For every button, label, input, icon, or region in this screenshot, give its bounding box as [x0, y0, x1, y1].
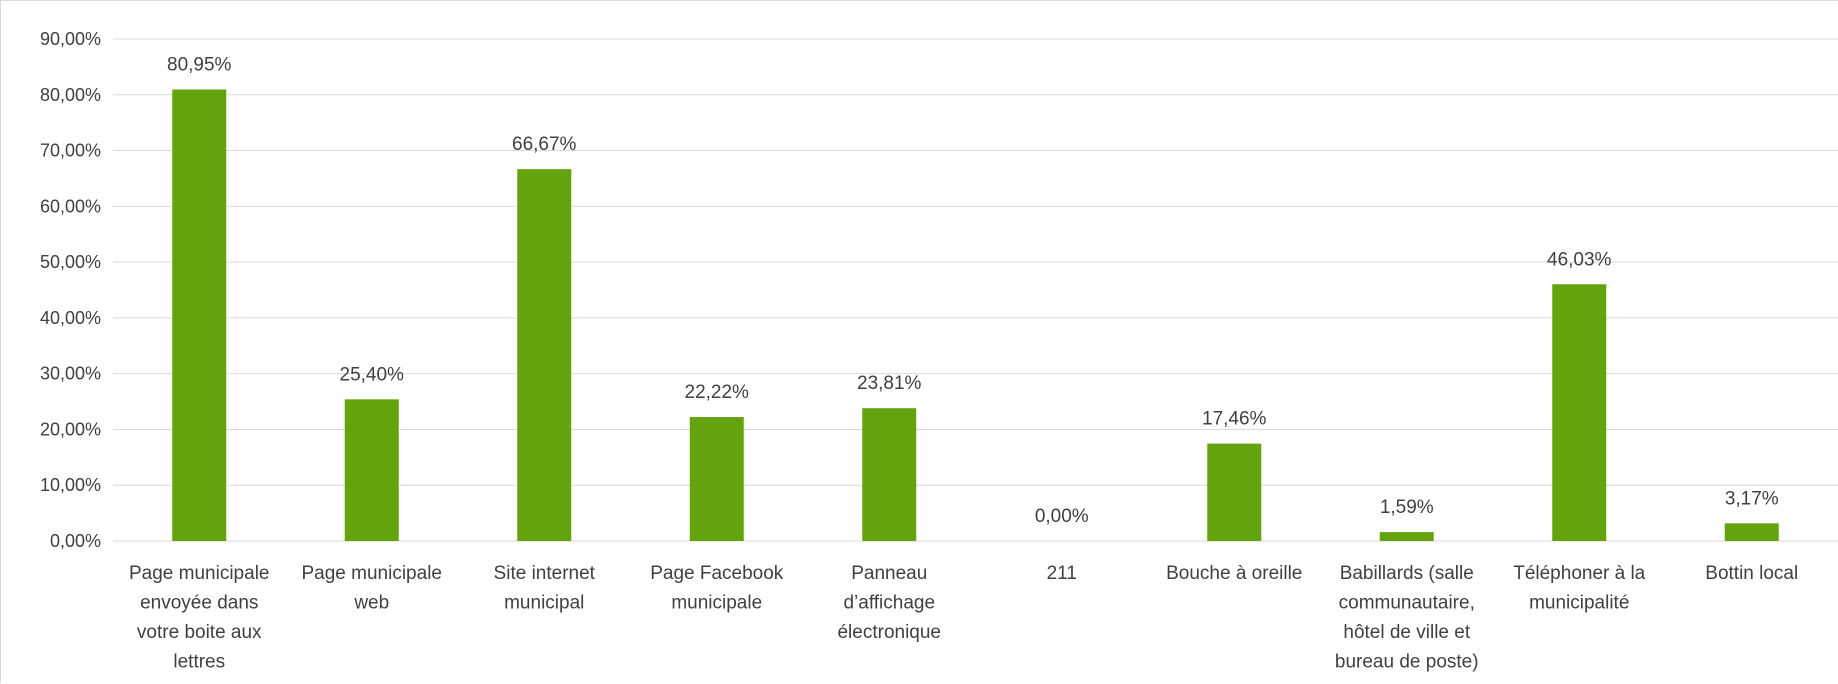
data-label: 1,59% — [1380, 497, 1434, 518]
y-tick-label: 10,00% — [40, 475, 101, 495]
category-label: Site internet municipal — [494, 563, 596, 614]
bar — [689, 417, 744, 541]
bar — [1207, 443, 1262, 541]
data-label: 46,03% — [1547, 249, 1612, 270]
category-label: 211 — [1047, 563, 1077, 584]
y-tick-label: 30,00% — [40, 364, 101, 384]
bar — [862, 408, 917, 541]
category-label: Bottin local — [1705, 563, 1798, 584]
bar — [344, 399, 399, 541]
data-label: 22,22% — [685, 382, 750, 403]
category-label: Page Facebook municipale — [650, 563, 784, 614]
gridlines — [113, 38, 1838, 542]
y-tick-label: 60,00% — [40, 196, 101, 216]
data-labels: 80,95% 25,40% 66,67% 22,22% 23,81% 0,00% 17,46… — [167, 54, 1779, 527]
bar — [517, 169, 572, 541]
data-label: 80,95% — [167, 54, 232, 75]
y-tick-label: 40,00% — [40, 308, 101, 328]
bar — [1552, 284, 1607, 541]
bars — [172, 89, 1779, 542]
y-tick-label: 80,00% — [40, 85, 101, 105]
y-axis-tick-labels: 0,00% 10,00% 20,00% 30,00% 40,00% 50,00% 60,00… — [40, 29, 101, 551]
category-label: Page municipale web — [302, 563, 442, 614]
y-tick-label: 90,00% — [40, 29, 101, 49]
y-tick-label: 20,00% — [40, 419, 101, 439]
category-label: Babillards (salle communautaire, hôtel de … — [1335, 563, 1479, 673]
data-label: 23,81% — [857, 373, 922, 394]
data-label: 66,67% — [512, 134, 577, 155]
y-tick-label: 70,00% — [40, 141, 101, 161]
bar — [172, 89, 227, 542]
category-label: Page municipale envoyée dans votre boite a… — [129, 563, 269, 673]
bar — [1724, 523, 1779, 541]
category-label: Panneau d’affichage électronique — [837, 563, 941, 643]
y-tick-label: 0,00% — [50, 531, 101, 551]
data-label: 0,00% — [1035, 506, 1089, 527]
y-tick-label: 50,00% — [40, 252, 101, 272]
x-axis-category-labels: Page municipale envoyée dans votre boite a… — [129, 563, 1798, 673]
category-label: Téléphoner à la municipalité — [1513, 563, 1645, 614]
data-label: 25,40% — [340, 364, 405, 385]
data-label: 17,46% — [1202, 409, 1267, 430]
data-label: 3,17% — [1725, 488, 1779, 509]
bar — [1379, 532, 1434, 541]
category-label: Bouche à oreille — [1166, 563, 1302, 584]
